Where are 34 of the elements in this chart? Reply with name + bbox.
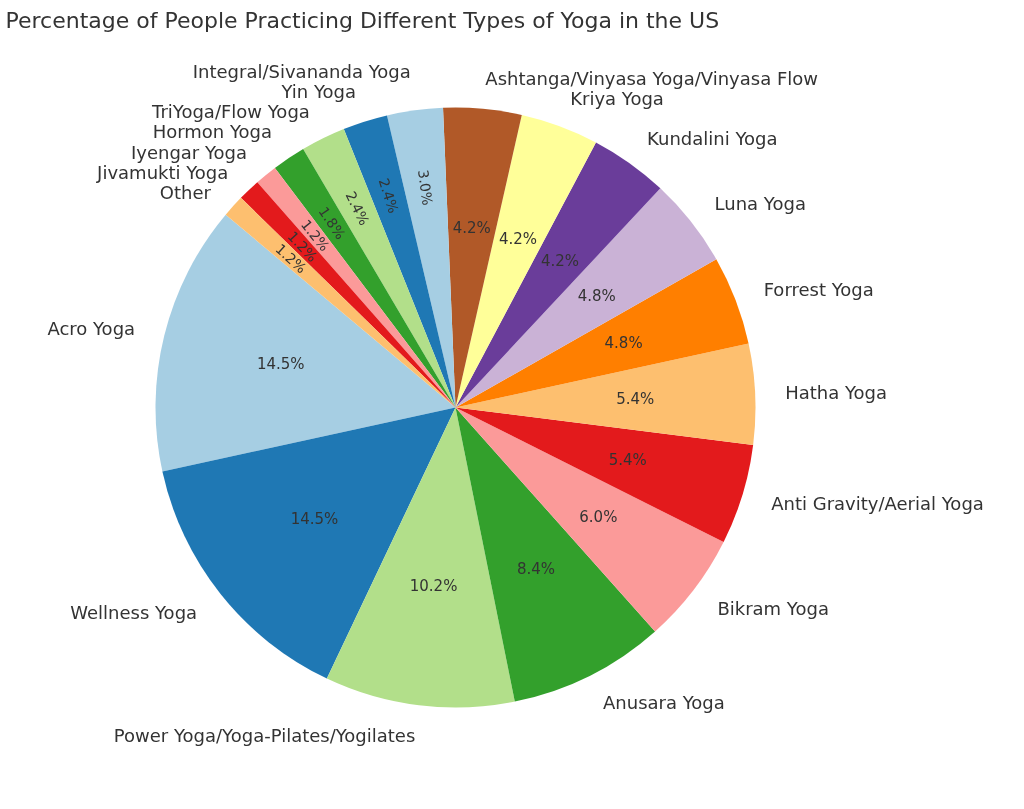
data-label: 4.8% — [604, 334, 643, 353]
data-label: 14.5% — [290, 510, 339, 529]
slice-label: Other — [159, 182, 212, 203]
data-label: 2.4% — [375, 176, 402, 216]
slice-label: Wellness Yoga — [70, 602, 198, 624]
data-label: 4.2% — [540, 251, 580, 270]
data-label: 5.4% — [608, 450, 647, 469]
data-label: 4.2% — [499, 229, 538, 248]
slice-label: Iyengar Yoga — [130, 141, 248, 163]
slice-label: Hormon Yoga — [152, 121, 273, 143]
data-label: 2.4% — [342, 188, 373, 228]
data-label: 8.4% — [516, 559, 556, 578]
slice-label: Integral/Sivananda Yoga — [192, 60, 411, 82]
slice-label: Anusara Yoga — [603, 692, 725, 714]
slice-label: Power Yoga/Yoga-Pilates/Yogilates — [113, 724, 416, 746]
chart-title: Percentage of People Practicing Different Types of Yoga in the US — [5, 7, 720, 33]
data-label: 5.4% — [616, 390, 655, 409]
slice-label: Bikram Yoga — [717, 597, 829, 619]
slice-label: Ashtanga/Vinyasa Yoga/Vinyasa Flow — [485, 67, 818, 89]
data-label: 3.0% — [415, 168, 436, 207]
data-label: 14.5% — [256, 355, 305, 374]
slice-label: Hatha Yoga — [785, 382, 888, 404]
slice-label: TriYoga/Flow Yoga — [151, 101, 310, 123]
slice-label: Acro Yoga — [47, 318, 136, 340]
slice-label: Kriya Yoga — [570, 88, 664, 110]
slice-label: Forrest Yoga — [763, 278, 874, 300]
slice-label: Luna Yoga — [714, 192, 806, 214]
data-label: 4.8% — [577, 287, 616, 305]
data-label: 10.2% — [409, 577, 458, 596]
data-label: 4.2% — [452, 219, 491, 238]
slice-label: Kundalini Yoga — [647, 128, 778, 150]
data-label: 6.0% — [579, 508, 618, 527]
slice-label: Yin Yoga — [280, 81, 357, 103]
slice-label: Anti Gravity/Aerial Yoga — [771, 493, 984, 515]
